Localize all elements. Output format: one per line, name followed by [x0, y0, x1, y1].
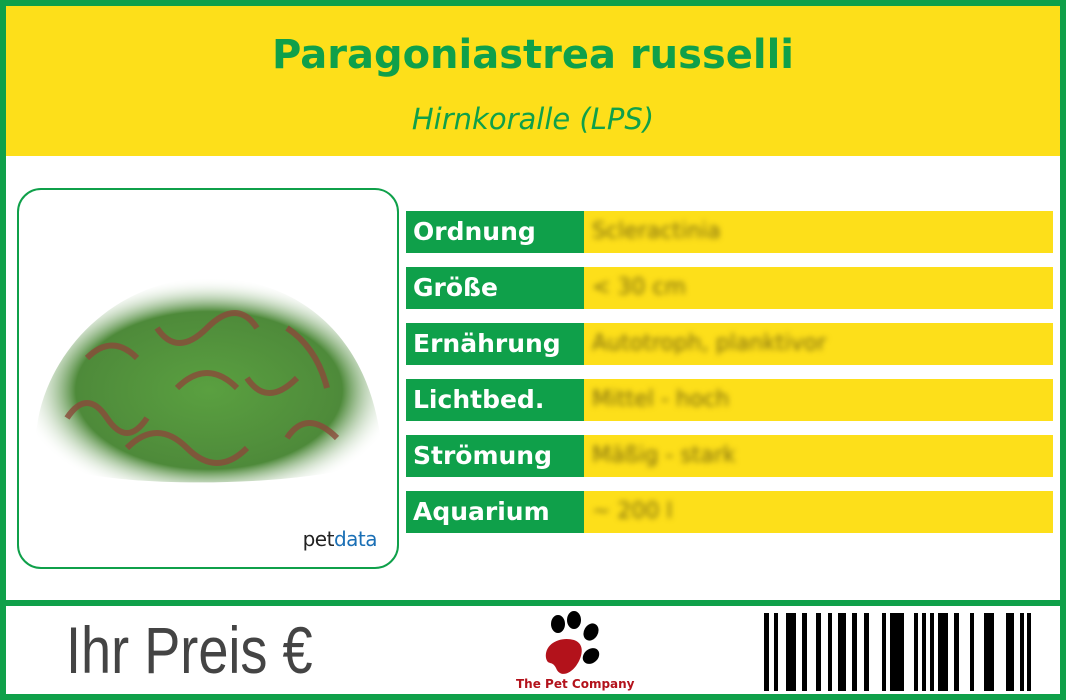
paw-icon	[545, 611, 600, 674]
barcode-bar	[954, 613, 959, 691]
barcode-bar	[1027, 613, 1031, 691]
barcode-bar	[764, 613, 769, 691]
barcode-bar	[938, 613, 948, 691]
barcode	[764, 613, 1031, 691]
row-label: Lichtbed.	[406, 379, 584, 421]
info-row-ernaehrung: Ernährung Autotroph, planktivor	[406, 323, 1053, 365]
row-label: Größe	[406, 267, 584, 309]
row-value: Scleractinia	[592, 219, 721, 244]
header: Paragoniastrea russelli Hirnkoralle (LPS…	[6, 6, 1060, 156]
common-name: Hirnkoralle (LPS)	[411, 102, 655, 136]
row-value: < 30 cm	[592, 275, 686, 300]
barcode-bar	[922, 613, 926, 691]
info-row-aquarium: Aquarium ~ 200 l	[406, 491, 1053, 533]
row-label: Ordnung	[406, 211, 584, 253]
barcode-bar	[970, 613, 974, 691]
row-value: Mittel - hoch	[592, 387, 730, 412]
barcode-bar	[984, 613, 994, 691]
barcode-bar	[802, 613, 807, 691]
info-row-groesse: Größe < 30 cm	[406, 267, 1053, 309]
barcode-bar	[882, 613, 886, 691]
coral-image	[35, 277, 382, 483]
row-value: Autotroph, planktivor	[592, 331, 827, 356]
row-value: Mäßig - stark	[592, 443, 736, 468]
barcode-bar	[1020, 613, 1024, 691]
coral-photo-frame: petdata	[17, 188, 399, 569]
info-row-stroemung: Strömung Mäßig - stark	[406, 435, 1053, 477]
barcode-bar	[828, 613, 832, 691]
row-label: Aquarium	[406, 491, 584, 533]
barcode-bar	[1006, 613, 1014, 691]
price-label: Ihr Preis €	[66, 613, 313, 687]
company-name: The Pet Company	[516, 677, 635, 691]
info-row-lichtbed: Lichtbed. Mittel - hoch	[406, 379, 1053, 421]
barcode-bar	[816, 613, 821, 691]
barcode-bar	[890, 613, 904, 691]
barcode-bar	[864, 613, 869, 691]
barcode-bar	[930, 613, 934, 691]
footer-divider	[6, 600, 1060, 606]
row-value: ~ 200 l	[592, 499, 673, 524]
barcode-bar	[852, 613, 857, 691]
species-title: Paragoniastrea russelli	[271, 32, 795, 78]
barcode-bar	[838, 613, 846, 691]
petdata-logo: petdata	[302, 527, 378, 551]
row-label: Strömung	[406, 435, 584, 477]
barcode-bar	[774, 613, 778, 691]
info-row-ordnung: Ordnung Scleractinia	[406, 211, 1053, 253]
barcode-bar	[914, 613, 918, 691]
row-label: Ernährung	[406, 323, 584, 365]
barcode-bar	[786, 613, 796, 691]
